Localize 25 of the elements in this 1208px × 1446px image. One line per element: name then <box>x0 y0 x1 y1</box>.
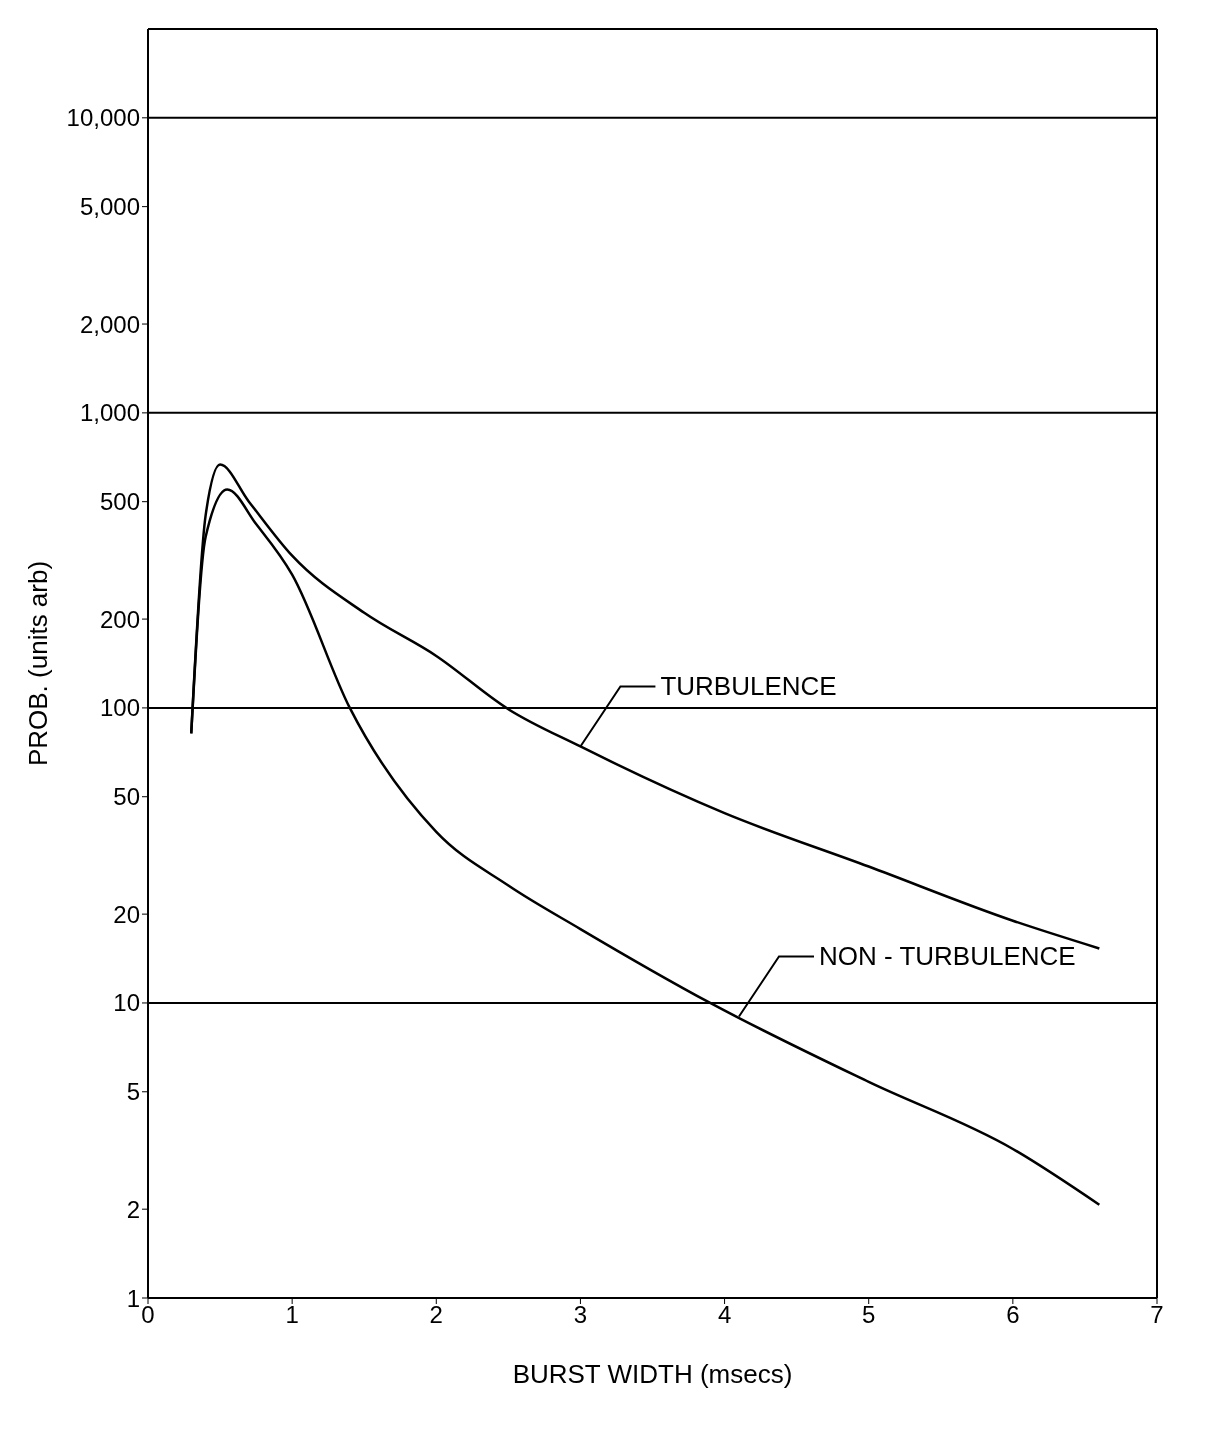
y-tick-label: 500 <box>99 488 140 516</box>
y-tick-label: 10 <box>113 989 140 1017</box>
x-tick-label: 4 <box>717 1301 732 1329</box>
y-tick-label: 2,000 <box>79 310 140 338</box>
x-tick-label: 2 <box>429 1301 443 1329</box>
x-axis-title: BURST WIDTH (msecs) <box>512 1359 793 1389</box>
x-tick-label: 1 <box>285 1301 299 1329</box>
y-tick-label: 5,000 <box>79 193 140 221</box>
y-tick-label: 10,000 <box>66 104 140 132</box>
y-tick-label: 20 <box>113 900 140 928</box>
y-axis-title: PROB. (units arb) <box>23 560 54 767</box>
y-tick-label: 100 <box>99 694 140 722</box>
y-tick-label: 2 <box>126 1195 140 1223</box>
annotation: NON - TURBULENCE <box>818 941 1076 972</box>
x-tick-label: 0 <box>141 1301 155 1329</box>
y-tick-label: 200 <box>99 605 140 633</box>
x-tick-label: 7 <box>1150 1301 1164 1329</box>
y-tick-label: 1 <box>126 1284 140 1312</box>
y-tick-label: 1,000 <box>79 399 140 427</box>
y-tick-label: 5 <box>126 1078 140 1106</box>
x-tick-label: 5 <box>862 1301 876 1329</box>
annotation: TURBULENCE <box>660 671 837 702</box>
x-tick-label: 3 <box>573 1301 588 1329</box>
x-tick-label: 6 <box>1006 1301 1020 1329</box>
y-tick-label: 50 <box>113 783 140 811</box>
